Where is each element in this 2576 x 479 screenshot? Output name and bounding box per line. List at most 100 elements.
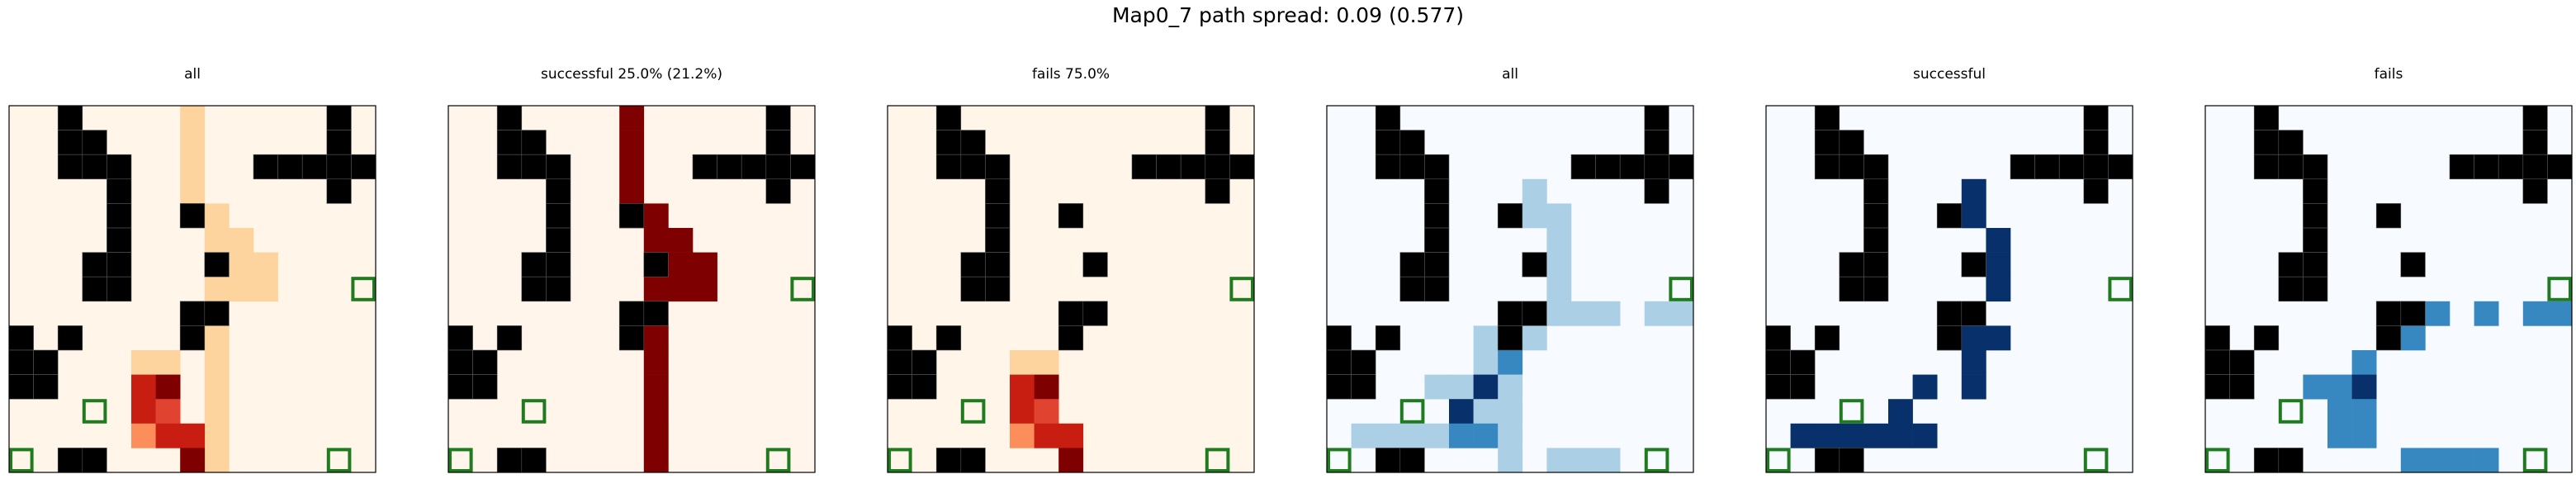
- obstacle-cell: [741, 154, 767, 180]
- obstacle-cell: [2400, 252, 2426, 277]
- obstacle-cell: [2083, 178, 2109, 204]
- obstacle-cell: [1814, 448, 1840, 473]
- obstacle-cell: [1936, 325, 1963, 351]
- obstacle-cell: [57, 448, 83, 473]
- heatmap-cell: [1058, 423, 1084, 448]
- obstacle-cell: [8, 374, 34, 400]
- panel-title: all: [1502, 66, 1518, 83]
- panel-4: all: [1326, 0, 1694, 479]
- axes-frame: [887, 105, 1255, 473]
- obstacle-cell: [1839, 154, 1864, 180]
- obstacle-cell: [1619, 154, 1646, 180]
- obstacle-cell: [935, 130, 962, 155]
- goal-marker: [326, 448, 352, 472]
- obstacle-cell: [985, 252, 1011, 277]
- heatmap-cell: [1546, 301, 1572, 326]
- goal-marker: [1229, 277, 1254, 301]
- obstacle-cell: [204, 252, 230, 277]
- heatmap-cell: [131, 350, 156, 375]
- obstacle-cell: [1058, 203, 1084, 229]
- obstacle-cell: [2278, 154, 2304, 180]
- heatmap-cell: [180, 130, 206, 155]
- obstacle-cell: [1961, 252, 1986, 277]
- goal-marker: [521, 399, 547, 424]
- obstacle-cell: [1082, 301, 1108, 326]
- obstacle-cell: [2303, 203, 2328, 229]
- heatmap-cell: [1424, 374, 1450, 400]
- obstacle-cell: [2083, 105, 2109, 130]
- heatmap-grid: [447, 105, 816, 473]
- figure-title: Map0_7 path spread: 0.09 (0.577): [1111, 3, 1465, 27]
- obstacle-cell: [1522, 301, 1547, 326]
- obstacle-cell: [1814, 325, 1840, 351]
- obstacle-cell: [326, 130, 352, 155]
- heatmap-cell: [643, 399, 669, 424]
- obstacle-cell: [2229, 349, 2255, 375]
- obstacle-cell: [1497, 203, 1523, 229]
- heatmap-cell: [1790, 423, 1816, 448]
- heatmap-cell: [1839, 423, 1864, 448]
- obstacle-cell: [8, 325, 34, 351]
- obstacle-cell: [179, 301, 206, 326]
- heatmap-cell: [2327, 374, 2352, 400]
- heatmap-cell: [2303, 374, 2328, 400]
- obstacle-cell: [1765, 374, 1791, 400]
- obstacle-cell: [1814, 105, 1840, 130]
- obstacle-cell: [2449, 154, 2474, 180]
- obstacle-cell: [1375, 448, 1401, 473]
- obstacle-cell: [204, 301, 230, 326]
- obstacle-cell: [1814, 154, 1840, 180]
- axes-frame: [2204, 105, 2573, 473]
- obstacle-cell: [960, 252, 986, 277]
- obstacle-cell: [2375, 325, 2402, 351]
- heatmap-cell: [180, 154, 206, 180]
- obstacle-cell: [496, 105, 523, 130]
- goal-marker: [2522, 448, 2548, 472]
- goal-marker: [448, 448, 473, 472]
- obstacle-cell: [2400, 301, 2426, 326]
- obstacle-cell: [1424, 178, 1450, 204]
- obstacle-cell: [1839, 448, 1864, 473]
- obstacle-cell: [887, 349, 912, 375]
- obstacle-cell: [2204, 349, 2230, 375]
- heatmap-grid: [1326, 105, 1694, 473]
- obstacle-cell: [472, 374, 498, 400]
- obstacle-cell: [326, 105, 352, 130]
- heatmap-cell: [1473, 374, 1499, 400]
- heatmap-cell: [1058, 448, 1084, 473]
- obstacle-cell: [57, 130, 83, 155]
- obstacle-cell: [1570, 154, 1596, 180]
- obstacle-cell: [1399, 130, 1425, 155]
- obstacle-cell: [765, 130, 791, 155]
- obstacle-cell: [1351, 349, 1376, 375]
- heatmap-cell: [1595, 301, 1621, 326]
- heatmap-cell: [668, 277, 694, 302]
- heatmap-cell: [229, 252, 254, 277]
- obstacle-cell: [546, 154, 571, 180]
- heatmap-cell: [619, 106, 645, 130]
- obstacle-cell: [1497, 301, 1523, 326]
- heatmap-cell: [643, 374, 669, 400]
- heatmap-cell: [1595, 448, 1621, 473]
- panel-1: all: [8, 0, 376, 479]
- heatmap-cell: [155, 423, 181, 448]
- heatmap-cell: [155, 374, 181, 400]
- heatmap-cell: [1034, 399, 1059, 424]
- goal-marker: [1644, 448, 1669, 472]
- obstacle-cell: [1765, 349, 1791, 375]
- obstacle-cell: [82, 154, 107, 180]
- heatmap-cell: [2522, 301, 2548, 326]
- obstacle-cell: [765, 154, 791, 180]
- obstacle-cell: [2253, 325, 2280, 351]
- heatmap-cell: [1912, 374, 1938, 400]
- obstacle-cell: [1497, 325, 1523, 351]
- heatmap-cell: [1034, 423, 1059, 448]
- obstacle-cell: [326, 154, 352, 180]
- obstacle-cell: [496, 154, 523, 180]
- heatmap-cell: [1571, 301, 1596, 326]
- obstacle-cell: [1839, 252, 1864, 277]
- heatmap-cell: [229, 228, 254, 253]
- obstacle-cell: [887, 374, 912, 400]
- heatmap-grid: [8, 105, 376, 473]
- heatmap-cell: [155, 350, 181, 375]
